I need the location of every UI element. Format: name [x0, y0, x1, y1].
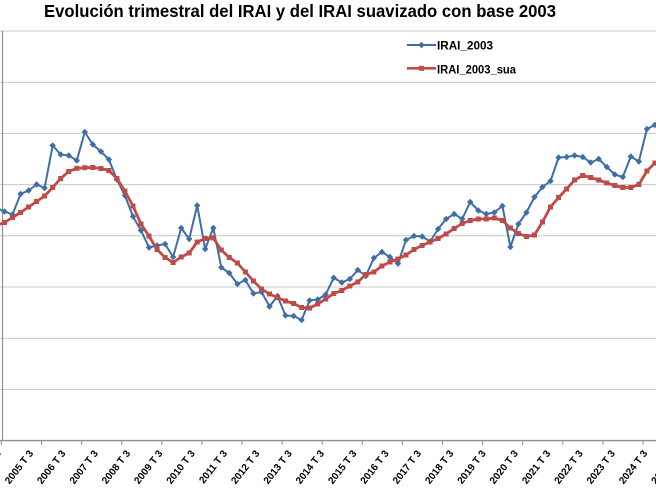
svg-text:Evolución trimestral del IRAI: Evolución trimestral del IRAI y del IRAI…: [44, 1, 556, 21]
svg-text:IRAI_2003: IRAI_2003: [437, 40, 493, 52]
svg-text:IRAI_2003_sua: IRAI_2003_sua: [437, 65, 517, 77]
